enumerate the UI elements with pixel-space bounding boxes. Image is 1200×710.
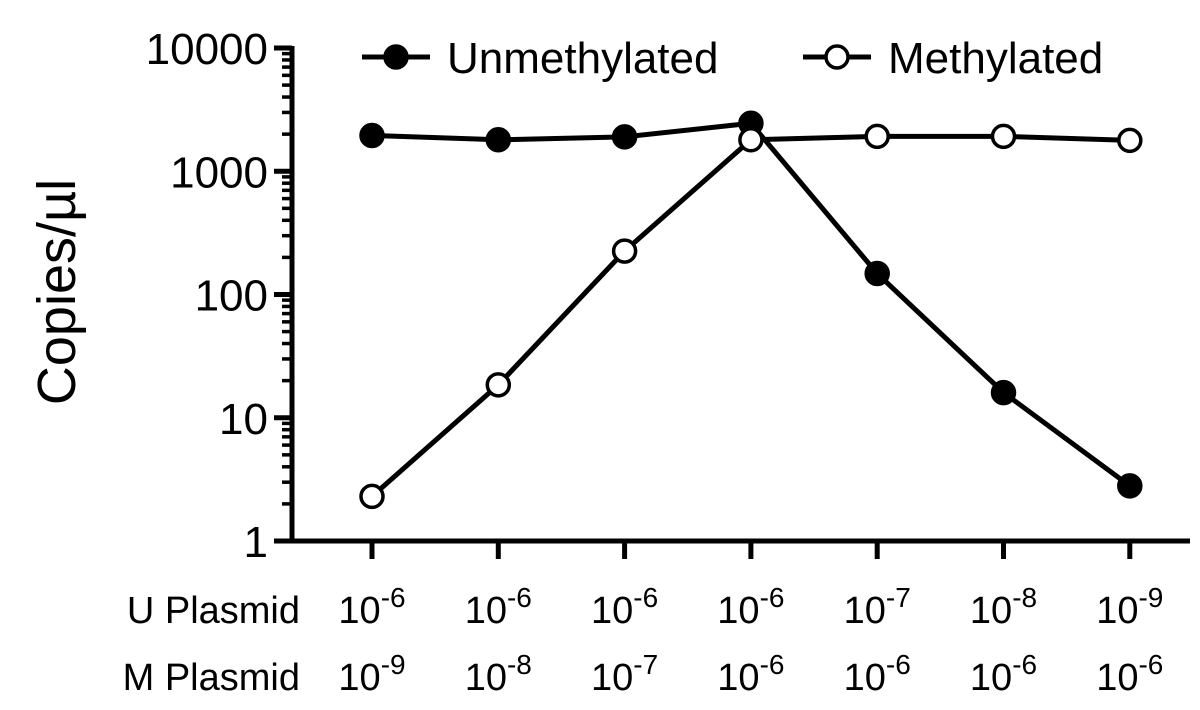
m-plasmid-dilution: 10-6	[970, 649, 1037, 699]
methylated-point	[611, 238, 638, 264]
unmethylated-point	[485, 127, 512, 153]
m-plasmid-dilution: 10-6	[1096, 649, 1163, 699]
y-axis-title: Copies/µl	[27, 179, 87, 405]
legend-methylated-marker	[824, 44, 850, 70]
legend-methylated-label: Methylated	[888, 34, 1103, 83]
u-plasmid-dilution: 10-6	[591, 582, 658, 632]
u-plasmid-dilution: 10-8	[970, 582, 1037, 632]
m-plasmid-dilution: 10-9	[338, 649, 405, 699]
axes: 1 10 100 1000 10000	[146, 25, 1190, 567]
methylated-point	[1117, 127, 1143, 154]
row-label-m-plasmid: M Plasmid	[123, 657, 300, 699]
y-tick-label: 10000	[146, 25, 268, 74]
methylated-point	[485, 372, 512, 398]
unmethylated-point	[611, 124, 638, 150]
u-plasmid-dilution: 10-6	[465, 582, 532, 632]
y-tick-label: 1000	[170, 148, 268, 197]
row-label-u-plasmid: U Plasmid	[127, 590, 300, 632]
unmethylated-point	[359, 122, 385, 149]
unmethylated-point	[990, 379, 1017, 406]
u-plasmid-dilution: 10-6	[717, 582, 784, 632]
y-tick-label: 100	[195, 272, 268, 321]
m-plasmid-dilution: 10-6	[844, 649, 911, 699]
unmethylated-line	[371, 120, 1132, 488]
legend-unmethylated-marker	[383, 44, 409, 70]
series-layer	[359, 110, 1143, 510]
methylated-point	[359, 483, 385, 510]
unmethylated-point	[1117, 473, 1143, 499]
y-tick-label: 1	[244, 518, 268, 567]
methylated-point	[990, 123, 1017, 150]
category-labels: 10-6 10-9 10-6 10-8 10-6 10-7 10-6 10-6 10-7 10-6…	[338, 582, 1163, 699]
m-plasmid-dilution: 10-8	[465, 649, 532, 699]
m-plasmid-dilution: 10-7	[591, 649, 658, 699]
methylated-point	[738, 127, 764, 153]
m-plasmid-dilution: 10-6	[717, 649, 784, 699]
legend-unmethylated-label: Unmethylated	[447, 34, 718, 83]
u-plasmid-dilution: 10-9	[1096, 582, 1163, 632]
legend: Unmethylated Methylated	[362, 34, 1103, 83]
unmethylated-point	[864, 260, 890, 287]
y-tick-label: 10	[219, 395, 268, 444]
u-plasmid-dilution: 10-6	[338, 582, 405, 632]
methylated-line	[370, 133, 1130, 499]
u-plasmid-dilution: 10-7	[844, 582, 911, 632]
methylated-point	[864, 123, 890, 150]
